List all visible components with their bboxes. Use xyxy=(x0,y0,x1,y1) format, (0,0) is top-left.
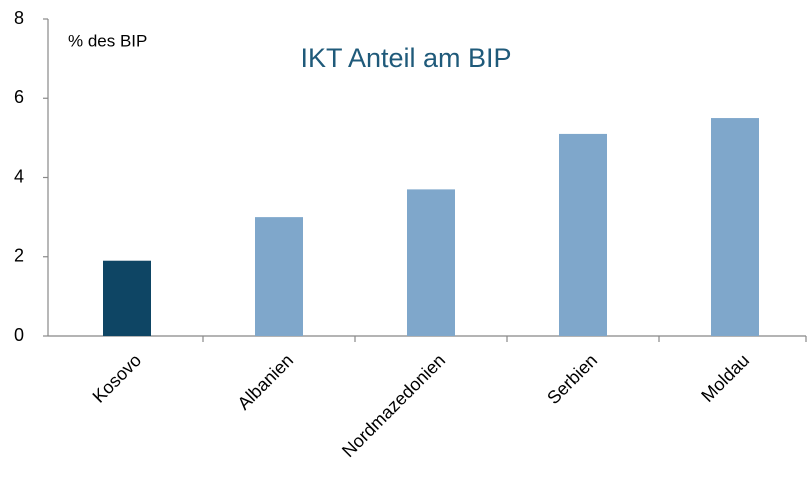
x-tick-label: Albanien xyxy=(234,350,298,414)
y-tick-label: 4 xyxy=(14,166,24,186)
x-tick-label: Moldau xyxy=(697,350,753,406)
y-tick-label: 6 xyxy=(14,87,24,107)
bar xyxy=(103,260,151,336)
y-axis-label: % des BIP xyxy=(68,31,147,50)
y-tick-label: 8 xyxy=(14,8,24,28)
y-tick-label: 0 xyxy=(14,325,24,345)
x-tick-label: Kosovo xyxy=(89,350,146,407)
bar xyxy=(559,133,607,336)
bar xyxy=(407,189,455,336)
bar xyxy=(711,118,759,336)
bar xyxy=(255,217,303,336)
chart-title: IKT Anteil am BIP xyxy=(300,43,511,73)
y-tick-label: 2 xyxy=(14,246,24,266)
x-tick-label: Nordmazedonien xyxy=(338,350,449,461)
x-tick-label: Serbien xyxy=(543,350,601,408)
